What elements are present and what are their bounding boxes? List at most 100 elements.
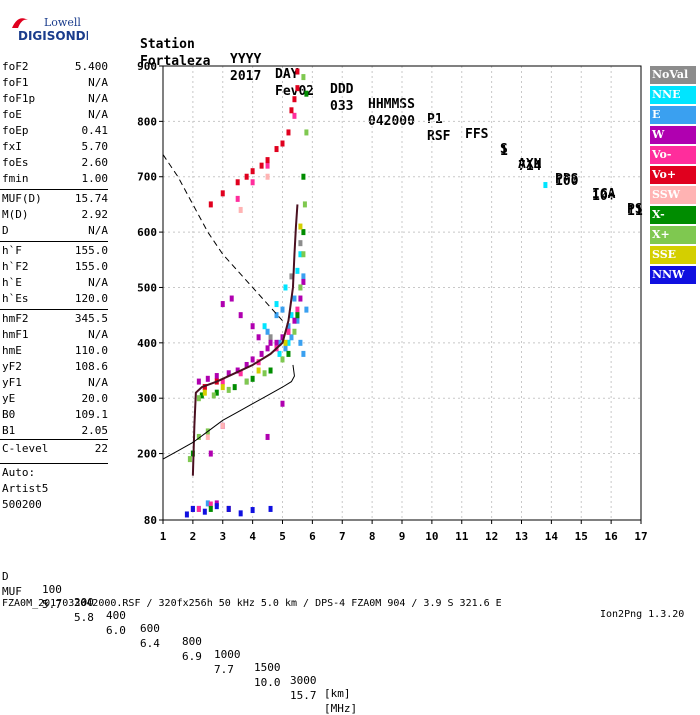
logo-line1: Lowell: [44, 16, 81, 29]
param-value: 108.6: [74, 360, 108, 373]
data-point: [274, 301, 279, 308]
x-tick-label: 10: [425, 530, 438, 543]
param-row: Auto:: [2, 466, 108, 482]
data-point: [220, 190, 225, 197]
param-row: yF1 N/A: [2, 376, 108, 392]
param-separator: [0, 241, 108, 242]
param-row: M(D) 2.92: [2, 208, 108, 224]
x-tick-label: 2: [190, 530, 197, 543]
data-point: [238, 206, 243, 213]
data-point: [289, 312, 294, 319]
data-point: [265, 345, 270, 352]
param-label: foE: [2, 108, 22, 121]
data-point: [208, 505, 213, 512]
param-value: 2.05: [81, 424, 109, 437]
param-row: foF1p N/A: [2, 92, 108, 108]
x-tick-label: 12: [485, 530, 498, 543]
x-tick-label: 5: [279, 530, 286, 543]
data-point: [283, 284, 288, 291]
param-label: foEs: [2, 156, 29, 169]
param-label: hmF2: [2, 312, 29, 325]
param-row: fxI 5.70: [2, 140, 108, 156]
data-point: [277, 350, 282, 357]
data-point: [304, 90, 309, 97]
data-point: [292, 96, 297, 103]
param-label: fmin: [2, 172, 29, 185]
param-label: hmE: [2, 344, 22, 357]
param-row: foF2 5.400: [2, 60, 108, 76]
legend-item: X+: [650, 226, 696, 244]
param-row: h`Es 120.0: [2, 292, 108, 308]
y-tick-label: 700: [137, 171, 157, 184]
param-row: foEp 0.41: [2, 124, 108, 140]
legend-item: Vo+: [650, 166, 696, 184]
data-point: [265, 157, 270, 164]
param-row: h`F2 155.0: [2, 260, 108, 276]
data-point: [268, 334, 273, 341]
data-point: [205, 433, 210, 440]
data-point: [238, 510, 243, 517]
data-point: [190, 505, 195, 512]
param-row: foE N/A: [2, 108, 108, 124]
muf-value: 7.7: [214, 663, 234, 676]
data-point: [301, 251, 306, 258]
data-point: [196, 395, 201, 402]
data-point: [295, 306, 300, 313]
data-point: [244, 378, 249, 385]
x-tick-label: 6: [309, 530, 316, 543]
data-point: [259, 350, 264, 357]
data-point: [301, 229, 306, 236]
param-value: 2.60: [81, 156, 109, 169]
data-point: [301, 74, 306, 81]
logo-swoosh-icon: [12, 18, 28, 28]
param-value: N/A: [88, 108, 108, 121]
param-row: hmE 110.0: [2, 344, 108, 360]
hdr-ffs: FFS: [465, 127, 489, 142]
data-point: [289, 107, 294, 114]
data-point: [298, 295, 303, 302]
data-point: [268, 339, 273, 346]
data-point: [220, 384, 225, 391]
hdr-s: S: [500, 142, 508, 157]
distance-value: 400: [106, 609, 126, 622]
param-value: 15.74: [74, 192, 108, 205]
x-tick-label: 7: [339, 530, 346, 543]
legend-item: W: [650, 126, 696, 144]
x-tick-label: 4: [249, 530, 256, 543]
data-point: [265, 433, 270, 440]
data-point: [244, 361, 249, 368]
data-point: [298, 223, 303, 230]
hdr-hhmmss: HHMMSS: [368, 97, 415, 112]
legend-item: E: [650, 106, 696, 124]
data-point: [220, 422, 225, 429]
data-point: [298, 251, 303, 258]
y-tick-label: 300: [137, 392, 157, 405]
param-row: foF1 N/A: [2, 76, 108, 92]
data-point: [208, 201, 213, 208]
distance-value: 100: [42, 583, 62, 596]
data-point: [304, 129, 309, 136]
data-point: [235, 179, 240, 186]
param-label: h`F: [2, 244, 22, 257]
data-point: [277, 339, 282, 346]
hdr-yyyy: YYYY: [230, 52, 262, 67]
distance-value: 800: [182, 635, 202, 648]
data-point: [250, 168, 255, 175]
data-point: [235, 367, 240, 374]
y-tick-label: 500: [137, 281, 157, 294]
data-point: [286, 339, 291, 346]
data-point: [283, 345, 288, 352]
data-point: [292, 328, 297, 335]
data-point: [295, 267, 300, 274]
data-point: [238, 370, 243, 377]
param-label: Auto:: [2, 466, 36, 479]
param-row: C-level 22: [2, 442, 108, 458]
data-point: [292, 112, 297, 119]
x-tick-label: 15: [575, 530, 588, 543]
hdr-station: Station: [140, 37, 195, 52]
param-row: h`F 155.0: [2, 244, 108, 260]
val-pps: 100: [555, 174, 579, 189]
param-label: C-level: [2, 442, 49, 455]
param-value: 20.0: [81, 392, 109, 405]
muf-value: 6.4: [140, 637, 160, 650]
